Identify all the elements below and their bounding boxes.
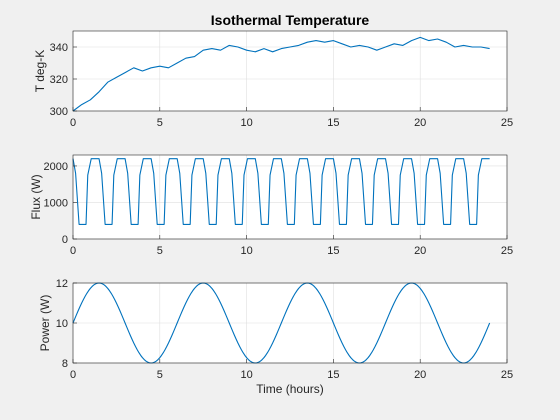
temperature-xtick-label: 5 [157,117,163,129]
power-xtick-label: 25 [501,369,513,381]
temperature-ticks: 0 5 10 15 20 25 300 320 340 [50,42,513,129]
flux-xtick-label: 20 [414,245,426,257]
power-series [72,282,491,364]
power-xtick-label: 5 [157,369,163,381]
temperature-xtick-label: 25 [501,117,513,129]
temperature-xtick-label: 20 [414,117,426,129]
flux-axes-box [72,154,508,240]
flux-xtick-label: 0 [70,245,76,257]
temperature-series-line [72,36,490,112]
power-xtick-label: 15 [327,369,339,381]
temperature-ylabel: T deg-K [33,50,47,92]
flux-series-line [72,158,490,225]
flux-plot-area [73,155,507,239]
temperature-xtick-label: 10 [240,117,252,129]
power-xlabel: Time (hours) [256,382,324,396]
flux-ytick-label: 1000 [44,197,68,209]
power-xtick-label: 20 [414,369,426,381]
power-ylabel: Power (W) [38,295,52,352]
flux-xtick-label: 10 [240,245,252,257]
temperature-ytick-label: 320 [50,74,68,86]
flux-xtick-label: 5 [157,245,163,257]
temperature-xtick-label: 0 [70,117,76,129]
power-xtick-label: 0 [70,369,76,381]
flux-ylabel: Flux (W) [29,174,43,219]
power-axes: 0 5 10 15 20 25 8 10 12 Power (W) Time (hours) [38,278,513,396]
temperature-xtick-label: 15 [327,117,339,129]
temperature-axes: 0 5 10 15 20 25 300 320 340 Isothermal Temperatu… [33,12,513,129]
temperature-axes-box [72,30,508,112]
flux-ytick-label: 2000 [44,161,68,173]
temperature-ytick-label: 300 [50,106,68,118]
flux-axes: 0 5 10 15 20 25 0 1000 2000 Flux (W) [29,154,514,257]
flux-series [72,158,490,225]
power-ytick-label: 12 [56,278,68,290]
power-ticks: 0 5 10 15 20 25 8 10 12 [56,278,513,381]
power-ytick-label: 8 [62,358,68,370]
flux-xtick-label: 15 [327,245,339,257]
power-xtick-label: 10 [240,369,252,381]
power-ytick-label: 10 [56,318,68,330]
temperature-ytick-label: 340 [50,42,68,54]
power-series-line [72,282,491,364]
flux-ytick-label: 0 [62,234,68,246]
temperature-plot-area [73,31,507,111]
flux-ticks: 0 5 10 15 20 25 0 1000 2000 [44,161,514,257]
flux-xtick-label: 25 [501,245,513,257]
temperature-title: Isothermal Temperature [211,12,370,28]
temperature-series [72,36,490,112]
